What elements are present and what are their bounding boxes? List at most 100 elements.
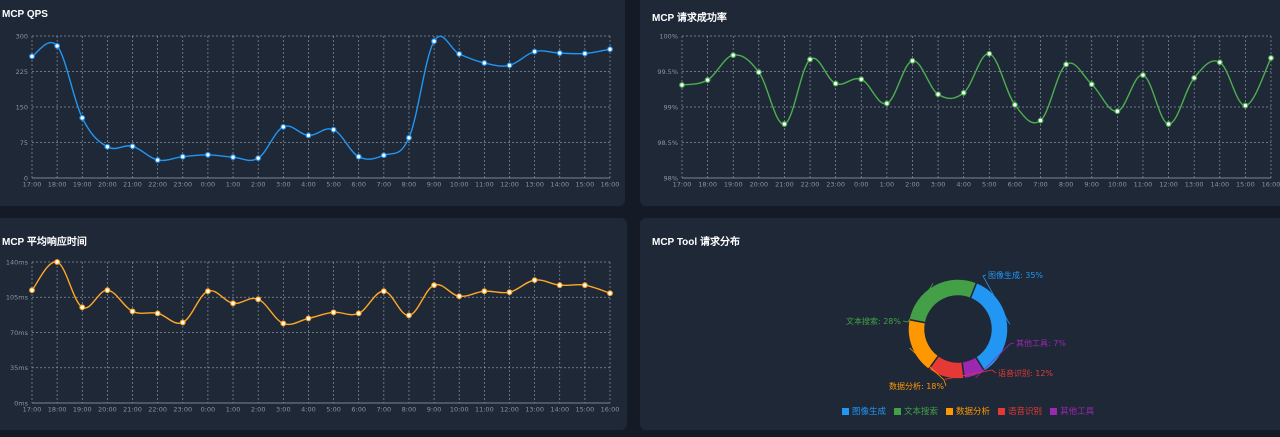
series-line <box>31 261 611 326</box>
x-tick-label: 14:00 <box>550 181 569 189</box>
slice-label-leader <box>909 347 947 387</box>
x-tick-label: 9:00 <box>427 181 442 189</box>
legend-label: 文本搜索 <box>904 406 939 416</box>
x-tick-label: 12:00 <box>500 181 519 189</box>
legend-item[interactable]: 语音识别 <box>998 405 1042 417</box>
legend-swatch <box>998 407 1006 415</box>
data-point <box>1216 59 1223 66</box>
data-point <box>280 320 287 327</box>
data-point <box>1088 81 1095 88</box>
qps-panel-title: MCP QPS <box>2 9 48 20</box>
x-tick-label: 20:00 <box>98 181 117 189</box>
data-point <box>858 76 865 83</box>
x-tick-label: 10:00 <box>1108 181 1127 189</box>
x-tick-label: 15:00 <box>576 406 595 414</box>
slice-label-leader <box>975 342 1015 379</box>
series-line <box>681 53 1272 125</box>
data-point <box>781 121 788 127</box>
x-tick-label: 1:00 <box>226 406 241 414</box>
x-tick-label: 13:00 <box>525 406 544 414</box>
data-point <box>29 53 35 60</box>
x-tick-label: 20:00 <box>98 406 117 414</box>
x-tick-label: 22:00 <box>148 406 167 414</box>
tool-distribution-panel-title: MCP Tool 请求分布 <box>652 237 740 248</box>
data-point <box>79 114 86 121</box>
x-tick-label: 21:00 <box>123 406 142 414</box>
y-tick-label: 98% <box>664 174 678 182</box>
y-tick-label: 0ms <box>14 399 28 407</box>
data-point <box>456 51 463 57</box>
data-point <box>431 38 437 45</box>
data-point <box>1268 55 1274 61</box>
x-tick-label: 8:00 <box>402 181 417 189</box>
x-tick-label: 20:00 <box>749 181 768 189</box>
data-point <box>807 56 813 63</box>
data-point <box>129 308 136 315</box>
data-point <box>1114 108 1121 115</box>
slice-label: 语音识别: 12% <box>998 368 1053 378</box>
x-tick-label: 12:00 <box>500 406 519 414</box>
x-tick-label: 9:00 <box>1084 181 1099 189</box>
slice-label-leader <box>902 283 934 323</box>
x-tick-label: 19:00 <box>724 181 743 189</box>
data-point <box>607 290 613 297</box>
data-point <box>406 134 412 141</box>
data-point <box>986 50 993 57</box>
pie-slice[interactable] <box>908 278 978 324</box>
legend-swatch <box>1050 407 1058 415</box>
x-tick-label: 12:00 <box>1159 181 1178 189</box>
data-point <box>1191 74 1198 81</box>
x-tick-label: 8:00 <box>1059 181 1074 189</box>
data-point <box>960 89 967 96</box>
x-tick-label: 18:00 <box>698 181 717 189</box>
data-point <box>380 152 387 159</box>
data-point <box>456 293 463 300</box>
data-point <box>54 43 61 49</box>
success-rate-panel: MCP 请求成功率 98% 98.5% 99% 99.5% 100% 17:00 18:00… <box>640 0 1280 206</box>
y-tick-label: 99.5% <box>657 68 678 76</box>
legend-item[interactable]: 其他工具 <box>1050 405 1094 417</box>
x-tick-label: 6:00 <box>351 406 366 414</box>
x-tick-label: 13:00 <box>1185 181 1204 189</box>
x-tick-label: 14:00 <box>1210 181 1229 189</box>
data-point <box>730 52 737 59</box>
data-point <box>330 126 337 133</box>
legend-item[interactable]: 图像生成 <box>842 405 886 417</box>
x-tick-label: 9:00 <box>427 406 442 414</box>
legend-label: 图像生成 <box>852 406 887 416</box>
x-tick-label: 6:00 <box>1008 181 1023 189</box>
data-point <box>79 304 86 311</box>
legend-swatch <box>946 407 954 415</box>
tool-distribution-donut-chart: 图像生成: 35% 其他工具: 7% 语音识别: 12% 数据分析: 18% 文本搜索:… <box>846 270 1066 391</box>
data-point <box>1063 61 1070 68</box>
legend-label: 数据分析 <box>956 406 991 416</box>
slice-label-leader <box>982 274 1011 325</box>
data-point <box>883 100 890 107</box>
y-tick-label: 0 <box>24 174 28 182</box>
y-tick-label: 140ms <box>6 258 29 266</box>
x-tick-label: 4:00 <box>956 181 971 189</box>
data-point <box>607 46 613 53</box>
legend-swatch <box>894 407 902 415</box>
data-point <box>431 282 437 289</box>
slice-label: 图像生成: 35% <box>988 270 1043 280</box>
data-point <box>531 277 538 284</box>
x-tick-label: 13:00 <box>525 181 544 189</box>
data-point <box>129 143 136 150</box>
x-tick-label: 2:00 <box>251 406 266 414</box>
x-tick-label: 18:00 <box>48 406 67 414</box>
data-point <box>104 287 111 294</box>
x-tick-label: 17:00 <box>673 181 692 189</box>
x-tick-label: 22:00 <box>148 181 167 189</box>
data-point <box>330 309 337 316</box>
tool-distribution-panel: MCP Tool 请求分布 图像生成: 35% 其他工具: 7% 语音识别: 12%… <box>640 218 1280 430</box>
x-tick-label: 3:00 <box>276 406 291 414</box>
data-point <box>935 91 941 98</box>
data-point <box>205 151 211 158</box>
data-point <box>581 282 588 289</box>
legend-item[interactable]: 数据分析 <box>946 405 990 417</box>
pie-slice[interactable] <box>907 318 940 371</box>
x-tick-label: 23:00 <box>173 406 192 414</box>
data-point <box>154 310 161 317</box>
legend-item[interactable]: 文本搜索 <box>894 405 938 417</box>
